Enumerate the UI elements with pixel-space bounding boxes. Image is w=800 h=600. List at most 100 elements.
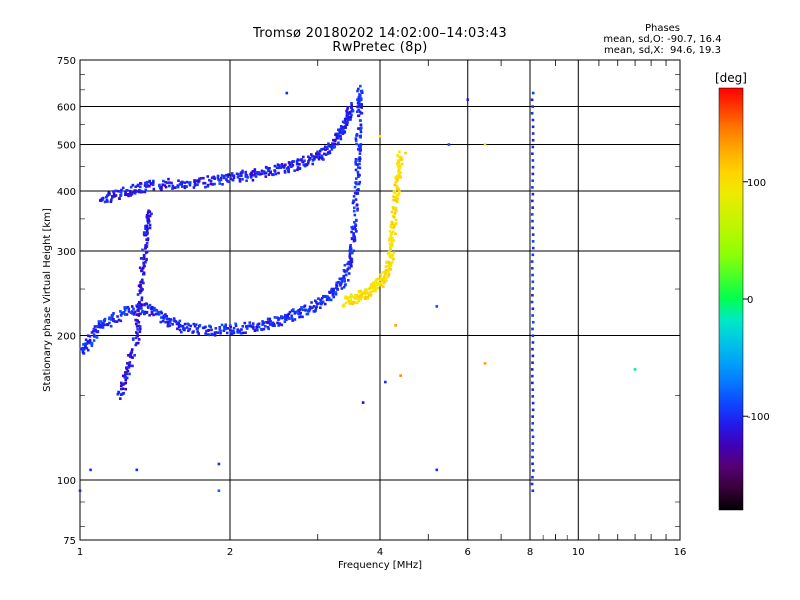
trace-point — [391, 236, 394, 240]
trace-point — [119, 190, 123, 194]
trace-point — [355, 182, 358, 186]
trace-point — [394, 181, 398, 184]
trace-point — [318, 155, 322, 159]
trace-point — [318, 302, 322, 305]
trace-point — [363, 297, 367, 301]
trace-point — [346, 262, 349, 266]
trace-point — [339, 284, 342, 287]
trace-point — [355, 133, 359, 136]
interference-point — [531, 435, 535, 439]
interference-point — [531, 226, 534, 230]
trace-point — [221, 183, 224, 186]
trace-point — [254, 175, 258, 178]
trace-point — [166, 322, 170, 326]
trace-point — [315, 155, 318, 158]
trace-point — [343, 121, 346, 125]
trace-point — [351, 225, 355, 229]
trace-point — [140, 296, 144, 300]
trace-point — [347, 296, 350, 300]
trace-point — [349, 262, 353, 266]
trace-point — [251, 178, 255, 182]
trace-point — [143, 312, 146, 315]
trace-point — [348, 245, 352, 249]
trace-point — [357, 96, 361, 100]
trace-point — [343, 296, 347, 300]
interference-point — [531, 422, 535, 425]
trace-point — [152, 179, 155, 183]
trace-point — [163, 184, 167, 187]
trace-point — [145, 180, 149, 184]
trace-point — [152, 313, 155, 317]
trace-point — [179, 181, 183, 184]
trace-point — [250, 171, 253, 175]
trace-point — [278, 164, 281, 167]
colorbar-tick-label: 0 — [747, 295, 753, 306]
trace-point — [332, 295, 336, 299]
trace-point — [94, 328, 97, 332]
trace-point — [127, 193, 130, 196]
trace-point — [165, 317, 169, 321]
trace-point — [348, 300, 351, 304]
trace-point — [116, 189, 120, 193]
trace-point — [340, 287, 344, 290]
trace-point — [139, 283, 142, 287]
trace-point — [136, 334, 139, 338]
trace-point — [116, 392, 120, 396]
trace-point — [358, 159, 361, 163]
trace-point — [337, 134, 341, 138]
trace-point — [236, 175, 240, 179]
trace-point — [360, 111, 364, 115]
trace-point — [119, 314, 123, 317]
trace-point — [218, 325, 222, 329]
trace-point — [121, 374, 125, 378]
trace-point — [124, 193, 128, 197]
trace-point — [382, 281, 386, 285]
trace-point — [160, 187, 163, 191]
x-tick-label: 8 — [527, 547, 533, 558]
trace-point — [299, 308, 302, 311]
trace-point — [342, 274, 346, 278]
trace-point — [196, 327, 200, 330]
trace-point — [396, 197, 399, 201]
trace-point — [344, 273, 348, 277]
trace-point — [145, 250, 149, 254]
trace-point — [157, 310, 160, 314]
trace-point — [345, 269, 349, 273]
trace-point — [299, 311, 302, 315]
trace-point — [351, 201, 355, 205]
trace-point — [92, 327, 96, 331]
interference-point — [531, 91, 535, 95]
trace-point — [246, 176, 249, 179]
trace-point — [290, 316, 294, 320]
trace-point — [238, 331, 241, 334]
colorbar-tick-label: -100 — [747, 412, 770, 423]
trace-point — [141, 248, 144, 252]
trace-point — [146, 184, 149, 187]
trace-point — [126, 369, 130, 373]
trace-point — [126, 305, 130, 309]
trace-point — [381, 271, 385, 274]
trace-point — [117, 390, 120, 394]
trace-point — [357, 127, 360, 130]
trace-point — [388, 230, 392, 233]
trace-point — [135, 305, 139, 308]
trace-point — [362, 291, 365, 294]
trace-point — [234, 324, 238, 327]
trace-point — [128, 193, 132, 197]
trace-point — [134, 318, 137, 322]
trace-point — [195, 179, 199, 182]
trace-point — [226, 175, 230, 178]
trace-point — [134, 185, 137, 189]
trace-point — [145, 310, 149, 314]
trace-point — [137, 306, 141, 310]
trace-point — [154, 312, 158, 316]
scatter-point — [361, 401, 365, 404]
trace-point — [129, 352, 132, 356]
trace-point — [86, 340, 90, 344]
interference-point — [531, 280, 535, 284]
trace-point — [395, 199, 398, 203]
trace-point — [356, 207, 359, 211]
trace-point — [79, 347, 83, 351]
trace-point — [354, 301, 357, 304]
trace-point — [157, 313, 161, 316]
